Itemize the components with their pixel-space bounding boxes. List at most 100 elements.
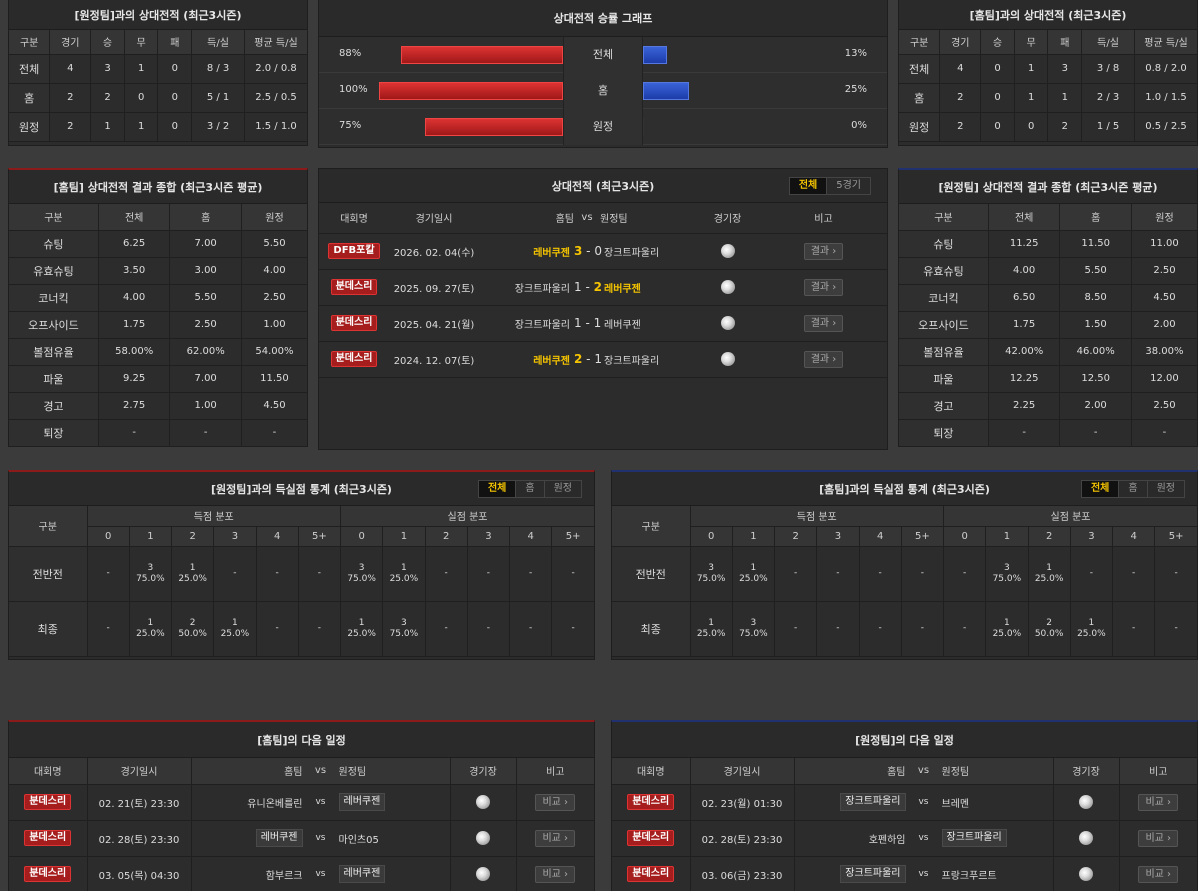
compare-cell: 비교 › [1119,820,1197,857]
column-header: vs [574,203,600,234]
stat-cell: 0 [980,83,1015,113]
stat-cell: 2.50 [1131,392,1197,420]
stat-cell: 12.25 [988,365,1061,393]
competition-cell: 분데스리 [9,784,88,821]
stat-cell: 2.75 [98,392,171,420]
compare-button[interactable]: 비교 › [535,829,576,847]
stat-cell: 7.00 [169,230,242,258]
compare-cell: 비교 › [516,784,594,821]
stat-cell: 1.00 [169,392,242,420]
home-team: 호펜하임 [868,834,906,846]
vs-label: vs [909,856,938,891]
home-team: 장크트파울리 [479,269,574,306]
competition-badge: 분데스리 [24,794,72,810]
tab-all[interactable]: 전체 [1081,481,1120,497]
competition-cell: 분데스리 [319,269,389,306]
compare-label: 비교 [1145,796,1164,808]
distribution-cell: - [1112,546,1156,602]
stat-cell: 8 / 3 [191,54,245,84]
stat-cell: - [1059,419,1132,447]
fixture-date: 03. 05(목) 04:30 [87,856,192,891]
count-value: - [529,623,533,633]
distribution-cell: - [467,601,511,657]
match-row: 분데스리 2025. 09. 27(토) 장크트파울리 1 - 2 레버쿠젠 결과 › [319,269,887,306]
row-label: 최종 [612,601,691,657]
tab-all[interactable]: 전체 [478,481,517,497]
compare-button[interactable]: 비교 › [1138,829,1179,847]
goal-count-header: 0 [340,526,384,547]
column-header: 전체 [98,204,171,231]
distribution-cell: 1 25.0% [1028,546,1071,602]
count-value: - [794,568,798,578]
distribution-cell: 1 25.0% [213,601,257,657]
stat-cell: 4.50 [241,392,307,420]
chevron-right-icon: › [560,832,569,844]
row-label: 오프사이드 [9,311,99,339]
away-team: 장크트파울리 [941,829,1007,847]
stat-cell: 58.00% [98,338,171,366]
home-team-cell: 레버쿠젠 [191,820,307,857]
stat-cell: 5.50 [241,230,307,258]
stat-cell: 9.25 [98,365,171,393]
stadium-cell [1053,784,1120,821]
stat-cell: 12.50 [1059,365,1132,393]
fixture-row: 분데스리 03. 05(목) 04:30 함부르크 vs 레버쿠젠 비교 › [9,856,594,891]
stat-cell: 42.00% [988,338,1061,366]
count-value: - [233,568,237,578]
compare-button[interactable]: 비교 › [535,865,576,883]
row-label: 유효슈팅 [899,257,989,285]
compare-button[interactable]: 비교 › [1138,865,1179,883]
distribution-cell: - [859,546,902,602]
compare-cell: 비교 › [516,856,594,891]
tab-all[interactable]: 전체 [789,178,828,194]
compare-label: 비교 [542,832,561,844]
result-button[interactable]: 결과 › [803,242,844,260]
column-header: 득/실 [1081,30,1135,55]
compare-button[interactable]: 비교 › [1138,793,1179,811]
stat-cell: 0 [157,83,193,113]
stat-cell: 6.25 [98,230,171,258]
stat-cell: 1 [1047,83,1083,113]
distribution-cell: 1 25.0% [732,546,776,602]
competition-badge: 분데스리 [330,315,378,331]
result-button[interactable]: 결과 › [803,350,844,368]
stadium-cell [695,305,760,342]
match-row: 분데스리 2025. 04. 21(월) 장크트파울리 1 - 1 레버쿠젠 결과 › [319,305,887,342]
stat-cell: - [241,419,307,447]
distribution-cell: - [901,601,945,657]
competition-badge: 분데스리 [24,866,72,882]
fixture-row: 분데스리 02. 28(토) 23:30 호펜하임 vs 장크트파울리 비교 › [612,820,1197,857]
score-separator: - [582,352,595,366]
distribution-cell: - [256,546,299,602]
tab-away[interactable]: 원정 [544,481,581,497]
tab-home[interactable]: 홈 [1119,481,1148,497]
stat-cell: 11.25 [988,230,1061,258]
ball-icon [476,867,490,881]
result-button[interactable]: 결과 › [803,314,844,332]
stadium-cell [1053,820,1120,857]
row-label: 전체 [9,54,51,84]
stat-cell: 5.50 [1059,257,1132,285]
tab-away[interactable]: 원정 [1147,481,1184,497]
tab-home[interactable]: 홈 [516,481,545,497]
column-header: 패 [1047,30,1083,55]
column-header: 구분 [9,506,88,547]
count-value: 3 [708,562,714,573]
stat-cell: 3.00 [169,257,242,285]
competition-cell: 분데스리 [612,856,691,891]
tab-last5[interactable]: 5경기 [827,178,870,194]
column-header: 구분 [612,506,691,547]
goal-count-header: 5+ [298,526,342,547]
chevron-right-icon: › [560,868,569,880]
stat-cell: 4.00 [98,284,171,312]
column-header: 경기일시 [87,758,192,785]
home-team: 장크트파울리 [479,305,574,342]
goal-count-header: 5+ [1154,526,1197,547]
stat-cell: 1 [124,112,159,142]
result-button[interactable]: 결과 › [803,278,844,296]
distribution-cell: - [298,546,342,602]
compare-button[interactable]: 비교 › [535,793,576,811]
header-row: 구분 전체 홈 원정 [9,204,307,231]
column-header: 평균 득/실 [1134,30,1197,55]
table-row: 원정 2 0 0 2 1 / 5 0.5 / 2.5 [899,112,1197,142]
